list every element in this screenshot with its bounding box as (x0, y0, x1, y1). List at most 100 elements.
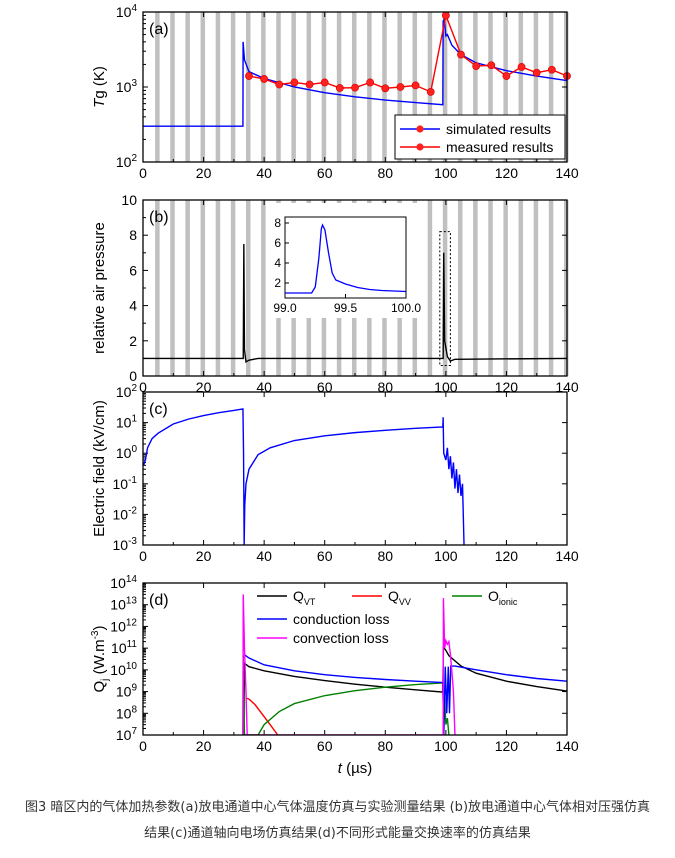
gray-stripe (200, 12, 206, 162)
gray-stripe (185, 200, 190, 376)
x-tick-label: 20 (196, 738, 212, 754)
gray-stripe (321, 200, 327, 203)
gray-stripe (457, 200, 463, 376)
series-line-simulated-results (143, 17, 567, 127)
data-point (351, 83, 359, 92)
panel-label: (b) (149, 209, 169, 226)
x-tick-label: 140 (555, 548, 579, 564)
inset-y-tick-label: 8 (274, 216, 281, 230)
series-line-qvv (245, 697, 279, 735)
data-point (426, 88, 435, 96)
plot-frame (142, 391, 568, 546)
gray-stripe (503, 12, 508, 162)
gray-stripe (457, 12, 463, 162)
gray-stripe (533, 200, 539, 376)
x-tick-label: 80 (377, 548, 393, 564)
x-tick-label: 120 (495, 738, 519, 754)
y-tick-label: 10-2 (113, 505, 138, 522)
gray-stripe (442, 200, 448, 376)
y-tick-label: 107 (116, 726, 138, 743)
y-tick-label: 109 (116, 683, 138, 700)
panel-label: (d) (149, 592, 169, 609)
zoom-region-box (439, 231, 451, 366)
data-point (441, 11, 450, 20)
gray-stripe (367, 12, 372, 162)
y-tick-label: 1010 (110, 661, 137, 678)
x-tick-label: 80 (377, 738, 393, 754)
series-line-conduction-loss (244, 654, 567, 735)
x-tick-label: 0 (139, 738, 147, 754)
x-tick-label: 40 (256, 165, 272, 181)
data-point (487, 61, 496, 70)
y-tick-label: 102 (116, 153, 138, 170)
y-axis-label: Qj (W.m-3) (90, 626, 111, 693)
gray-stripe (382, 318, 387, 376)
x-tick-label: 140 (555, 738, 579, 754)
inset-y-tick-label: 6 (274, 236, 281, 250)
legend-marker (416, 143, 424, 151)
plot-frame (142, 582, 568, 736)
data-point (305, 80, 314, 89)
gray-stripe (200, 200, 206, 376)
legend-label: QVV (388, 588, 411, 607)
x-tick-label: 20 (196, 165, 212, 181)
data-point (472, 62, 481, 70)
gray-stripe (321, 318, 327, 376)
data-point (320, 78, 329, 87)
gray-stripe (261, 200, 266, 376)
y-tick-label: 1011 (111, 639, 137, 656)
x-tick-label: 60 (317, 379, 333, 395)
legend-label: Oionic (488, 588, 518, 607)
gray-stripe (351, 200, 357, 203)
gray-stripe (261, 12, 266, 162)
data-point (260, 75, 269, 83)
y-tick-label: 4 (129, 298, 137, 314)
caption-line-1: 图3 暗区内的气体加热参数(a)放电通道中心气体温度仿真与实验测量结果 (b)放… (24, 800, 651, 815)
gray-stripe (230, 200, 236, 376)
gray-stripe (306, 318, 312, 376)
inset-x-tick-label: 99.0 (273, 301, 297, 315)
y-tick-label: 100 (116, 444, 138, 461)
panel-label: (a) (149, 21, 169, 38)
x-tick-label: 140 (555, 379, 579, 395)
x-tick-label: 80 (377, 165, 393, 181)
y-tick-label: 8 (129, 227, 137, 243)
x-tick-label: 80 (377, 379, 393, 395)
gray-stripe (230, 12, 236, 162)
data-point (457, 50, 465, 59)
gray-stripe (488, 200, 493, 376)
x-tick-label: 140 (555, 165, 579, 181)
gray-stripe (170, 200, 175, 376)
legend-marker (416, 125, 424, 133)
y-tick-label: 102 (116, 383, 138, 400)
y-tick-label: 104 (116, 3, 138, 20)
gray-stripe (321, 12, 327, 162)
x-tick-label: 100 (434, 738, 458, 754)
x-tick-label: 0 (139, 165, 147, 181)
y-tick-label: 1014 (110, 574, 137, 591)
inset-x-tick-label: 99.5 (334, 301, 358, 315)
x-tick-label: 120 (495, 379, 519, 395)
gray-stripe (336, 200, 342, 203)
y-tick-label: 103 (116, 78, 138, 95)
series-line-convection-loss (242, 594, 456, 735)
y-tick-label: 10-3 (113, 536, 138, 553)
x-tick-label: 100 (434, 548, 458, 564)
gray-stripe (351, 318, 357, 376)
data-point (245, 72, 253, 80)
x-tick-label: 60 (317, 548, 333, 564)
y-tick-label: 1013 (110, 596, 137, 613)
x-tick-label: 40 (256, 738, 272, 754)
data-point (502, 72, 511, 80)
panel-c (142, 391, 568, 546)
gray-stripe (427, 12, 433, 162)
x-tick-label: 60 (317, 165, 333, 181)
y-tick-label: 6 (129, 262, 137, 278)
gray-stripe (306, 200, 312, 203)
legend-label: measured results (446, 139, 553, 155)
gray-stripe (518, 12, 524, 162)
legend-box (394, 114, 566, 160)
gray-stripe (291, 200, 296, 203)
plot-frame (142, 11, 568, 163)
gray-stripe (215, 200, 221, 376)
